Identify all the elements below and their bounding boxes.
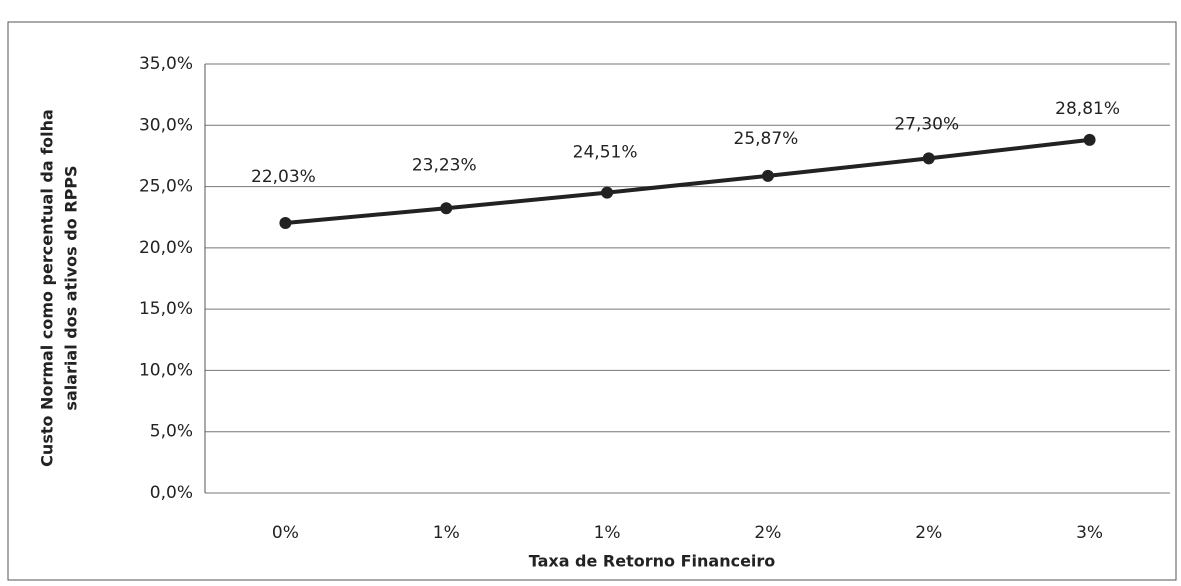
marker — [922, 152, 935, 165]
data-label: 23,23% — [412, 155, 477, 175]
line — [285, 137, 1090, 225]
marker — [761, 169, 774, 182]
data-label: 22,03% — [251, 167, 316, 187]
data-label: 27,30% — [894, 114, 959, 134]
chart-frame — [7, 21, 1177, 581]
y-tick-label: 35,0% — [139, 54, 193, 74]
x-tick-label: 2% — [915, 523, 942, 543]
y-tick-label: 15,0% — [139, 299, 193, 319]
x-axis-title: Taxa de Retorno Financeiro — [529, 552, 776, 571]
marker — [601, 186, 614, 199]
data-label: 28,81% — [1055, 99, 1120, 119]
y-tick-label: 0,0% — [150, 483, 193, 503]
y-tick-label: 10,0% — [139, 360, 193, 380]
y-tick-label: 5,0% — [150, 422, 193, 442]
x-tick-label: 1% — [433, 523, 460, 543]
marker — [279, 216, 292, 229]
x-tick-label: 1% — [594, 523, 621, 543]
y-tick-label: 20,0% — [139, 238, 193, 258]
x-tick-label: 2% — [754, 523, 781, 543]
data-label: 24,51% — [573, 143, 638, 163]
y-axis-title: salarial dos ativos do RPPS — [62, 165, 81, 410]
y-tick-label: 25,0% — [139, 177, 193, 197]
x-tick-label: 0% — [272, 523, 299, 543]
y-tick-label: 30,0% — [139, 115, 193, 135]
y-axis-title: Custo Normal como percentual da folha — [38, 109, 57, 467]
marker — [440, 202, 453, 215]
data-label: 25,87% — [734, 129, 799, 149]
x-tick-label: 3% — [1076, 523, 1103, 543]
marker — [1083, 133, 1096, 146]
